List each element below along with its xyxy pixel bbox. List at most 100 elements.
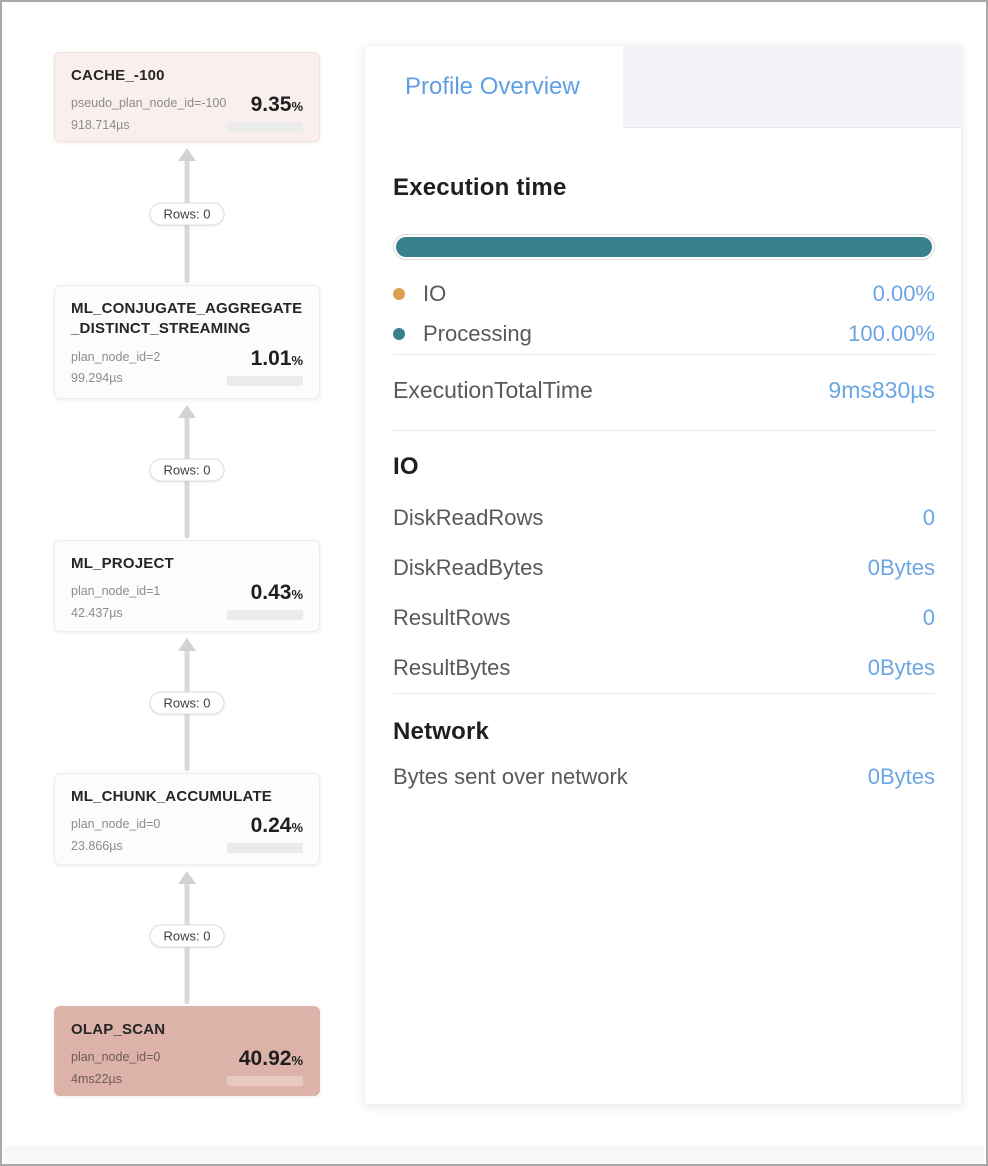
flow-connector: Rows: 0 — [54, 142, 320, 285]
execution-time-legend: IO 0.00% Processing 100.00% — [393, 274, 935, 354]
plan-node-body: plan_node_id=2 99.294µs 1.01% — [71, 347, 303, 390]
kv-label: DiskReadRows — [393, 505, 544, 530]
plan-node-id: pseudo_plan_node_id=-100 — [71, 96, 227, 111]
plan-node-percent: 1.01 — [250, 346, 292, 370]
plan-node-percent: 0.43 — [250, 581, 292, 605]
kv-value: 0 — [922, 605, 935, 630]
rows-badge: Rows: 0 — [149, 691, 225, 714]
plan-node-meta: pseudo_plan_node_id=-100 918.714µs — [71, 93, 226, 136]
legend-label: Processing — [423, 321, 532, 346]
plan-node-body: plan_node_id=0 23.866µs 0.24% — [71, 814, 303, 857]
tab-bar-filler — [623, 46, 961, 128]
plan-node-id: plan_node_id=0 — [71, 817, 161, 832]
plan-node-time: 23.866µs — [71, 838, 123, 853]
execution-total-time-row: ExecutionTotalTime 9ms830µs — [393, 355, 935, 430]
plan-node-card-project[interactable]: ML_PROJECT plan_node_id=1 42.437µs 0.43% — [54, 540, 320, 632]
legend-value: 0.00% — [872, 281, 935, 306]
flow-connector: Rows: 0 — [54, 865, 320, 1006]
plan-node-percent-block: 0.24% — [227, 814, 303, 854]
plan-node-body: plan_node_id=0 4ms22µs 40.92% — [71, 1047, 303, 1090]
kv-label: Bytes sent over network — [393, 764, 628, 789]
plan-node-time: 918.714µs — [71, 117, 130, 132]
plan-node-percent-block: 0.43% — [227, 581, 303, 621]
tab-bar: Profile Overview — [365, 46, 961, 128]
kv-label: ExecutionTotalTime — [393, 377, 593, 403]
arrow-up-icon — [178, 148, 196, 161]
legend-row-processing: Processing 100.00% — [393, 314, 935, 354]
percent-sign: % — [291, 352, 303, 368]
legend-row-io: IO 0.00% — [393, 274, 935, 314]
divider — [393, 693, 935, 694]
plan-node-title: CACHE_-100 — [71, 67, 165, 84]
plan-node-body: plan_node_id=1 42.437µs 0.43% — [71, 581, 303, 624]
plan-node-time: 4ms22µs — [71, 1071, 122, 1086]
profile-panel: Profile Overview Execution time IO 0.00%… — [364, 45, 962, 1105]
kv-value: 0Bytes — [867, 655, 935, 680]
percent-sign: % — [291, 587, 303, 603]
percent-sign: % — [291, 99, 303, 115]
plan-node-time: 99.294µs — [71, 370, 123, 385]
io-dot-icon — [393, 288, 405, 300]
plan-node-card-chunk-accumulate[interactable]: ML_CHUNK_ACCUMULATE plan_node_id=0 23.86… — [54, 773, 320, 865]
plan-node-percent-bar — [227, 843, 303, 854]
plan-flow: CACHE_-100 pseudo_plan_node_id=-100 918.… — [54, 2, 320, 1164]
bottom-strip — [4, 1146, 984, 1164]
metric-row-result-bytes: ResultBytes 0Bytes — [393, 643, 935, 693]
plan-node-id: plan_node_id=2 — [71, 349, 161, 364]
kv-label: DiskReadBytes — [393, 555, 544, 580]
plan-node-percent: 0.24 — [250, 814, 292, 838]
legend-value: 100.00% — [848, 321, 935, 346]
plan-node-title: ML_CHUNK_ACCUMULATE — [71, 788, 273, 805]
plan-node-percent-bar — [227, 375, 303, 386]
plan-node-percent-block: 40.92% — [227, 1047, 303, 1087]
divider — [393, 430, 935, 431]
flow-connector: Rows: 0 — [54, 399, 320, 540]
plan-node-percent: 9.35 — [250, 93, 292, 117]
plan-node-body: pseudo_plan_node_id=-100 918.714µs 9.35% — [71, 93, 303, 136]
metric-row-disk-read-bytes: DiskReadBytes 0Bytes — [393, 543, 935, 593]
rows-badge: Rows: 0 — [149, 924, 225, 947]
arrow-up-icon — [178, 871, 196, 884]
plan-node-percent-bar — [227, 122, 303, 133]
plan-node-id: plan_node_id=1 — [71, 584, 161, 599]
execution-time-bar — [393, 234, 935, 260]
plan-node-percent-bar — [227, 610, 303, 621]
plan-node-title: ML_CONJUGATE_AGGREGATE_DISTINCT_STREAMIN… — [71, 300, 303, 338]
metric-row-result-rows: ResultRows 0 — [393, 593, 935, 643]
plan-node-percent-block: 9.35% — [227, 93, 303, 133]
plan-node-meta: plan_node_id=0 4ms22µs — [71, 1047, 160, 1090]
io-metrics-list: DiskReadRows 0 DiskReadBytes 0Bytes Resu… — [393, 493, 935, 693]
plan-node-id: plan_node_id=0 — [71, 1050, 161, 1065]
kv-value: 9ms830µs — [828, 377, 935, 403]
plan-node-meta: plan_node_id=0 23.866µs — [71, 814, 160, 857]
plan-node-card-olap-scan[interactable]: OLAP_SCAN plan_node_id=0 4ms22µs 40.92% — [54, 1006, 320, 1096]
divider — [393, 354, 935, 355]
percent-sign: % — [291, 820, 303, 836]
plan-node-meta: plan_node_id=1 42.437µs — [71, 581, 160, 624]
plan-node-meta: plan_node_id=2 99.294µs — [71, 347, 160, 390]
legend-label: IO — [423, 281, 447, 306]
plan-node-percent-bar — [227, 1076, 303, 1087]
io-section-heading: IO — [393, 453, 419, 480]
processing-dot-icon — [393, 328, 405, 340]
flow-connector: Rows: 0 — [54, 632, 320, 773]
tab-profile-overview[interactable]: Profile Overview — [365, 46, 623, 128]
execution-time-heading: Execution time — [393, 174, 567, 201]
metric-row-bytes-sent: Bytes sent over network 0Bytes — [393, 752, 935, 802]
plan-node-title: ML_PROJECT — [71, 555, 174, 572]
plan-node-time: 42.437µs — [71, 605, 123, 620]
kv-label: ResultBytes — [393, 655, 511, 680]
plan-node-card-cache[interactable]: CACHE_-100 pseudo_plan_node_id=-100 918.… — [54, 52, 320, 142]
plan-node-card-aggregate[interactable]: ML_CONJUGATE_AGGREGATE_DISTINCT_STREAMIN… — [54, 285, 320, 399]
plan-node-title: OLAP_SCAN — [71, 1021, 166, 1038]
kv-value: 0Bytes — [867, 764, 935, 789]
rows-badge: Rows: 0 — [149, 202, 225, 225]
execution-time-bar-processing-fill — [396, 237, 932, 257]
network-section-heading: Network — [393, 718, 490, 745]
kv-label: ResultRows — [393, 605, 511, 630]
metric-row-disk-read-rows: DiskReadRows 0 — [393, 493, 935, 543]
arrow-up-icon — [178, 638, 196, 651]
kv-value: 0 — [922, 505, 935, 530]
arrow-up-icon — [178, 405, 196, 418]
